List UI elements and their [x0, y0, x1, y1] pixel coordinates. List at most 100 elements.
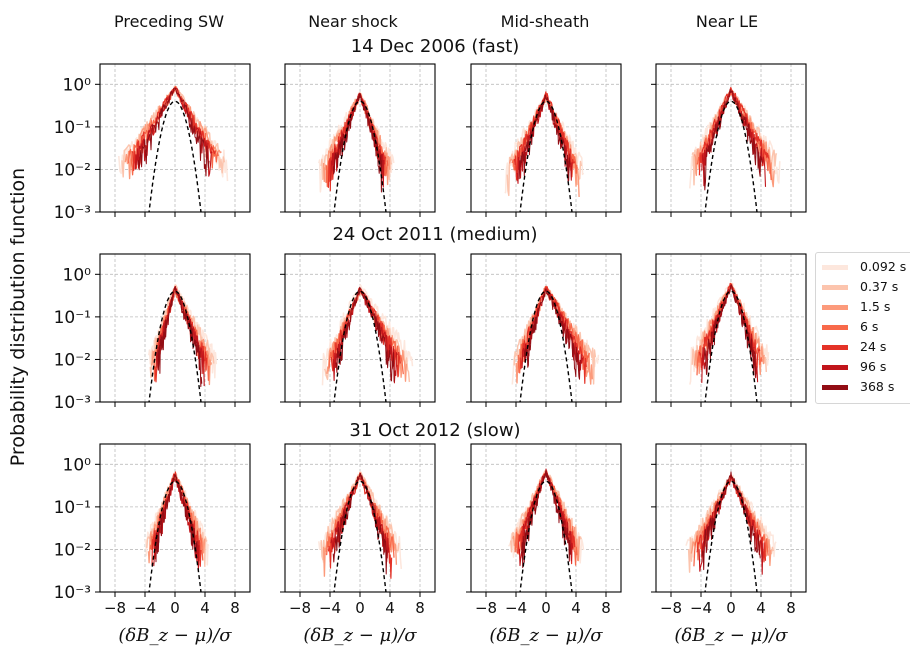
y-tick-label: 10⁻³: [54, 203, 91, 223]
legend-item: 1.5 s: [820, 297, 910, 315]
x-tick-label: 0: [170, 599, 180, 617]
legend-swatch: [822, 365, 848, 370]
legend-label: 96 s: [860, 359, 887, 374]
legend-item: 24 s: [820, 337, 910, 355]
series-line-10-6: [521, 469, 571, 568]
y-tick-label: 10⁰: [63, 265, 92, 285]
series-group: [511, 285, 600, 402]
series-line-5-6: [335, 286, 395, 382]
legend-label: 0.37 s: [860, 279, 899, 294]
y-tick-label: 10⁻³: [54, 583, 91, 603]
series-line-3-6: [703, 89, 763, 191]
x-axis-label: (δB_z − μ)/σ: [118, 625, 232, 646]
panel: [651, 253, 807, 407]
panel: −8 −4 0 4 8 (δB_z − μ)/σ: [466, 443, 622, 646]
panel: −8 −4 0 4 8 (δB_z − μ)/σ: [651, 443, 807, 646]
legend-item: 0.37 s: [820, 277, 910, 295]
legend-swatch: [822, 285, 848, 290]
series-group: [504, 91, 585, 212]
panel: −8 −4 0 4 8 10⁰ 10⁻¹ 10⁻² 10⁻³ (δB_z − μ)/σ: [54, 443, 251, 646]
series-group: [685, 471, 777, 592]
y-tick-label: 10⁻¹: [54, 308, 91, 328]
x-axis-label: (δB_z − μ)/σ: [674, 625, 788, 646]
x-tick-label: −8: [289, 599, 311, 617]
panel: 10⁰ 10⁻¹ 10⁻² 10⁻³: [54, 63, 251, 223]
panel: [466, 253, 622, 407]
legend-label: 24 s: [860, 339, 887, 354]
panel: −8 −4 0 4 8 (δB_z − μ)/σ: [280, 443, 436, 646]
y-tick-label: 10⁰: [63, 75, 92, 95]
x-tick-label: 4: [385, 599, 395, 617]
y-tick-label: 10⁻³: [54, 393, 91, 413]
column-title-near-le: Near LE: [695, 12, 759, 31]
series-group: [148, 284, 218, 402]
x-tick-label: 0: [726, 599, 736, 617]
y-tick-label: 10⁻²: [54, 160, 91, 180]
column-title-near-shock: Near shock: [308, 12, 398, 31]
series-line-1-6: [332, 93, 383, 193]
series-line-6-6: [523, 288, 581, 380]
series-line-7-4: [698, 282, 761, 375]
legend-swatch: [822, 265, 848, 270]
y-tick-label: 10⁻²: [54, 350, 91, 370]
series-group: [508, 468, 585, 592]
row-title-fast: 14 Dec 2006 (fast): [350, 36, 520, 57]
series-line-4-6: [157, 286, 203, 388]
legend-swatch: [822, 345, 848, 350]
panel: [651, 63, 807, 217]
panel: [280, 63, 436, 217]
panel: 10⁰ 10⁻¹ 10⁻² 10⁻³: [54, 253, 251, 413]
x-axis-label: (δB_z − μ)/σ: [489, 625, 603, 646]
series-group: [118, 85, 229, 212]
legend-item: 96 s: [820, 357, 910, 375]
x-tick-label: 0: [355, 599, 365, 617]
series-group: [318, 471, 403, 592]
x-tick-label: 8: [601, 599, 611, 617]
legend-item: 6 s: [820, 317, 910, 335]
row-title-medium: 24 Oct 2011 (medium): [332, 224, 538, 245]
legend: 0.092 s 0.37 s 1.5 s 6 s 24 s 96 s 368 s: [815, 252, 910, 404]
x-tick-label: 4: [200, 599, 210, 617]
legend-item: 368 s: [820, 377, 910, 395]
series-line-7-6: [703, 284, 756, 378]
x-tick-label: 0: [541, 599, 551, 617]
column-title-mid-sheath: Mid-sheath: [500, 12, 590, 31]
x-tick-label: 8: [786, 599, 796, 617]
y-tick-label: 10⁰: [63, 455, 92, 475]
series-line-9-5: [330, 473, 390, 559]
legend-swatch: [822, 305, 848, 310]
legend-swatch: [822, 385, 848, 390]
series-line-2-6: [518, 94, 571, 182]
series-group: [318, 91, 395, 212]
series-line-0-6: [137, 87, 210, 177]
legend-label: 0.092 s: [860, 259, 907, 274]
series-group: [321, 284, 414, 402]
x-tick-label: −4: [319, 599, 341, 617]
y-axis-label: Probability distribution function: [7, 167, 29, 467]
legend-swatch: [822, 325, 848, 330]
panel: [466, 63, 622, 217]
legend-label: 368 s: [860, 379, 895, 394]
x-tick-label: −8: [660, 599, 682, 617]
x-tick-label: −4: [690, 599, 712, 617]
series-line-8-6: [155, 474, 198, 563]
series-line-3-4: [698, 86, 769, 176]
x-tick-label: 8: [415, 599, 425, 617]
row-title-slow: 31 Oct 2012 (slow): [349, 420, 521, 441]
series-line-11-6: [701, 471, 761, 571]
x-tick-label: −8: [104, 599, 126, 617]
x-tick-label: −4: [505, 599, 527, 617]
x-tick-label: 8: [230, 599, 240, 617]
x-tick-label: 4: [571, 599, 581, 617]
series-line-8-0: [144, 471, 210, 566]
y-tick-label: 10⁻¹: [54, 118, 91, 138]
column-title-preceding-sw: Preceding SW: [113, 12, 225, 31]
legend-item: 0.092 s: [820, 257, 910, 275]
legend-label: 6 s: [860, 319, 879, 334]
series-line-9-6: [332, 472, 388, 575]
panel: [280, 253, 436, 407]
series-group: [144, 471, 210, 592]
legend-label: 1.5 s: [860, 299, 891, 314]
x-axis-label: (δB_z − μ)/σ: [303, 625, 417, 646]
